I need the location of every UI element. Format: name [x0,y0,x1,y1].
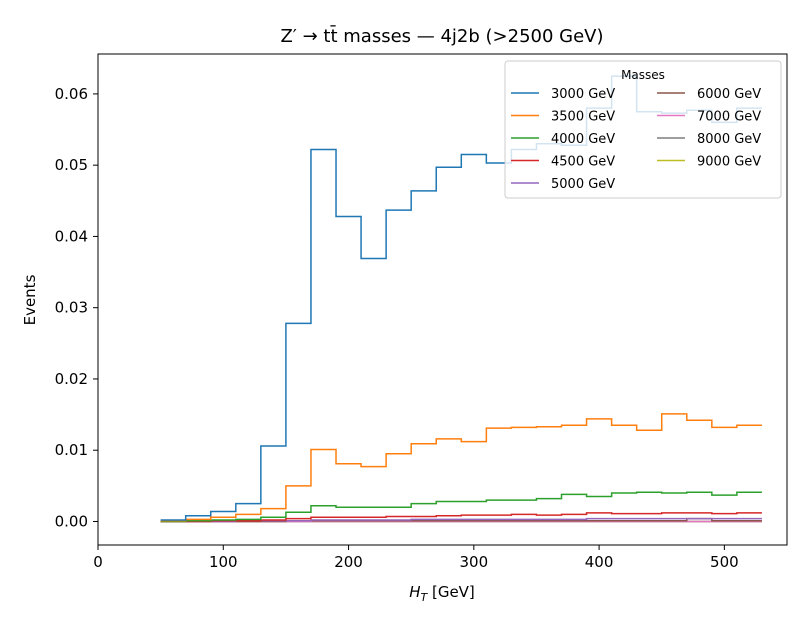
axes-layer: 0 100 200 300 400 500 0.00 0.01 0.02 0.03 0.04 0.05… [55,53,788,571]
plot-frame [97,53,788,546]
legend-title: Masses [621,68,665,82]
x-tick-label: 500 [710,553,739,571]
y-tick-label: 0.00 [55,512,88,530]
legend-label: 7000 GeV [697,110,761,125]
series-line-3500-gev [160,413,762,522]
legend-label: 3000 GeV [551,87,615,102]
series-line-4000-gev [160,491,762,523]
x-tick-label: 400 [585,553,614,571]
y-tick-label: 0.01 [55,441,88,459]
legend-box [504,60,782,199]
chart-title: Z′ → tt̄ masses — 4j2b (>2500 GeV) [280,25,603,47]
legend-label: 3500 GeV [551,110,615,125]
x-tick-label: 300 [459,553,488,571]
y-tick-label: 0.02 [55,370,88,388]
y-tick-label: 0.05 [55,156,88,174]
legend-label: 4500 GeV [551,155,615,170]
legend-label: 6000 GeV [697,87,761,102]
x-tick-label: 0 [93,553,103,571]
legend-label: 9000 GeV [697,155,761,170]
legend: Masses 3000 GeV 3500 GeV 4000 GeV 4500 GeV 50… [504,60,782,199]
y-tick-label: 0.03 [55,299,88,317]
x-tick-label: 200 [334,553,363,571]
y-tick-label: 0.04 [55,227,88,245]
x-tick-label: 100 [209,553,238,571]
y-tick-label: 0.06 [55,85,88,103]
legend-label: 5000 GeV [551,177,615,192]
legend-label: 4000 GeV [551,132,615,147]
y-axis-label: Events [21,274,39,325]
legend-label: 8000 GeV [697,132,761,147]
x-axis-label: HT [GeV] [409,583,475,604]
series-line-4500-gev [160,512,762,523]
